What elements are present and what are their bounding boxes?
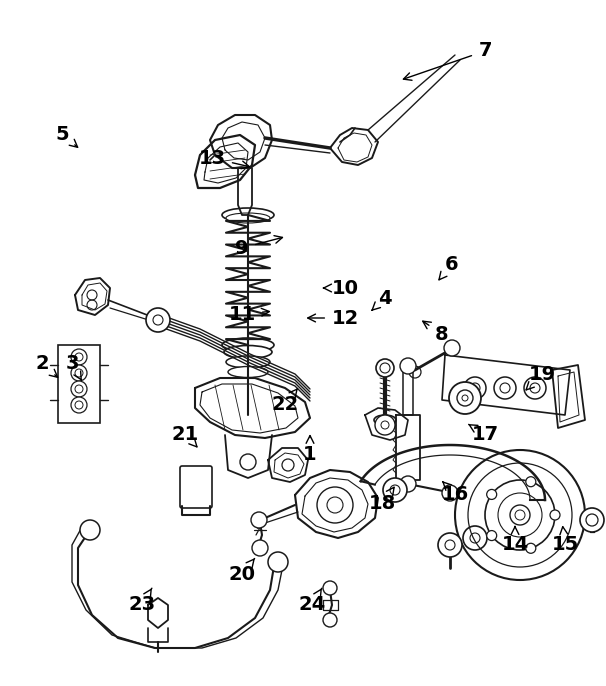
Circle shape [323,581,337,595]
Circle shape [444,340,460,356]
Circle shape [323,613,337,627]
Circle shape [510,505,530,525]
FancyBboxPatch shape [180,466,212,508]
Text: 23: 23 [128,588,156,613]
Ellipse shape [226,356,270,368]
Text: 17: 17 [468,425,499,444]
Circle shape [487,530,497,541]
Circle shape [71,349,87,365]
Circle shape [580,508,604,532]
Text: 22: 22 [271,388,299,414]
Text: 2: 2 [35,355,58,377]
Circle shape [375,415,395,435]
Ellipse shape [374,415,396,425]
Text: 11: 11 [228,305,269,324]
Text: 19: 19 [526,364,556,390]
Circle shape [487,489,497,499]
Circle shape [251,512,267,528]
Text: 16: 16 [441,482,468,504]
Text: 4: 4 [372,289,392,310]
Text: 3: 3 [65,355,81,380]
Ellipse shape [228,366,268,377]
Ellipse shape [224,346,272,359]
Circle shape [463,526,487,550]
Text: 24: 24 [298,588,325,613]
Circle shape [494,377,516,399]
Text: 13: 13 [198,148,250,169]
Text: 1: 1 [303,436,317,464]
Ellipse shape [226,213,270,223]
Text: 10: 10 [324,279,359,298]
Circle shape [71,381,87,397]
Circle shape [464,377,486,399]
Circle shape [268,552,288,572]
Ellipse shape [222,208,274,222]
Text: 8: 8 [423,321,449,344]
Circle shape [80,520,100,540]
Text: 5: 5 [55,124,78,147]
Text: 9: 9 [235,236,282,257]
Text: 14: 14 [501,527,528,554]
Circle shape [550,510,560,520]
Circle shape [524,377,546,399]
Text: 18: 18 [368,487,396,514]
Circle shape [252,540,268,556]
Circle shape [449,382,481,414]
Circle shape [526,477,536,486]
Ellipse shape [222,338,274,352]
Text: 21: 21 [171,425,199,447]
Circle shape [400,476,416,492]
Text: 6: 6 [439,255,459,280]
Text: 20: 20 [228,558,256,584]
Circle shape [400,358,416,374]
Circle shape [71,397,87,413]
Circle shape [438,533,462,557]
Text: 15: 15 [551,527,579,554]
Text: 7: 7 [404,41,491,80]
Circle shape [442,485,458,501]
Circle shape [376,359,394,377]
Circle shape [71,365,87,381]
Circle shape [146,308,170,332]
Circle shape [383,478,407,502]
Text: 12: 12 [308,309,359,327]
Circle shape [526,543,536,554]
